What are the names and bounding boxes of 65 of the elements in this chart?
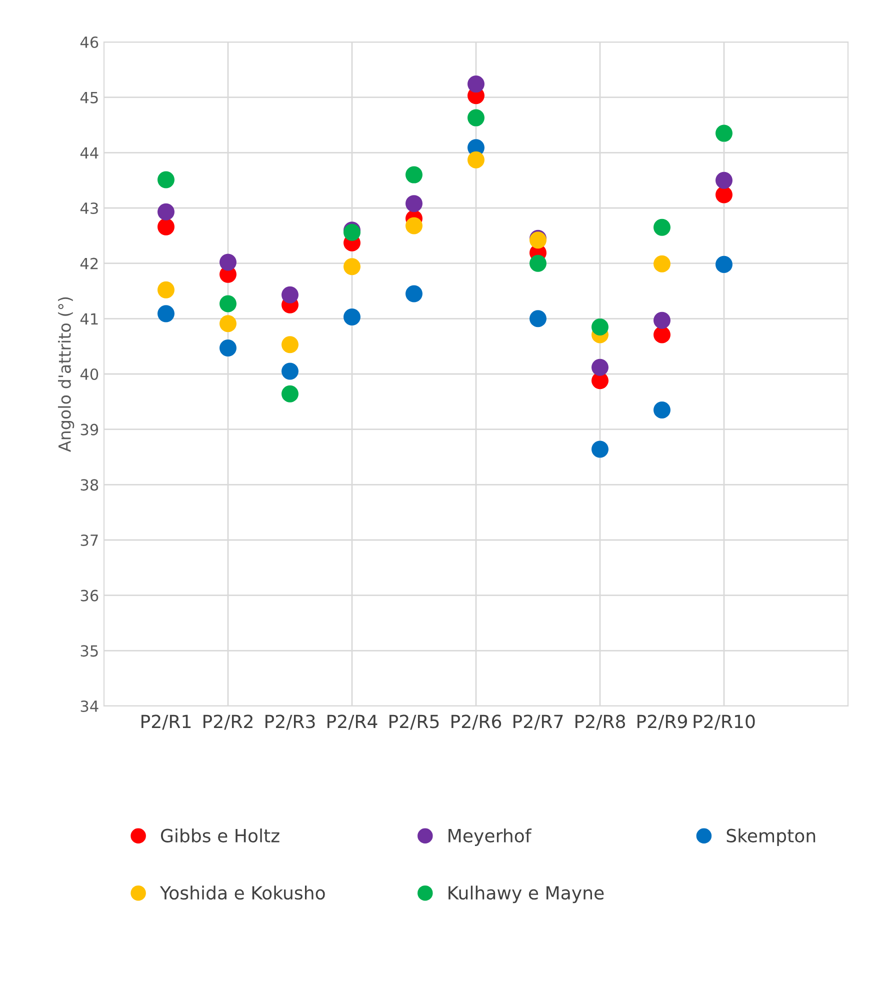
point [405, 166, 423, 184]
point [343, 308, 361, 326]
x-tick-label: P2/R9 [638, 714, 687, 730]
y-tick-label: 43 [80, 202, 98, 214]
point [219, 315, 237, 332]
legend-label: Kulhawy e Mayne [448, 886, 604, 904]
y-tick-label: 44 [80, 147, 98, 158]
point [219, 295, 237, 312]
x-tick-label: P2/R4 [328, 714, 378, 730]
point [281, 336, 299, 354]
point [715, 124, 733, 142]
x-tick-label: P2/R6 [452, 714, 502, 730]
legend-label: Yoshida e Kokusho [160, 886, 325, 900]
point [715, 256, 733, 273]
point [529, 254, 547, 272]
point [591, 318, 609, 336]
point [529, 310, 547, 328]
y-tick-label: 46 [80, 36, 98, 48]
point [157, 218, 175, 236]
point [653, 218, 671, 236]
y-tick-label: 37 [80, 534, 98, 546]
y-tick-label: 40 [80, 368, 98, 380]
legend-label: Skempton [726, 828, 816, 846]
y-tick-label: 34 [80, 700, 98, 712]
point [405, 195, 423, 212]
point [467, 76, 485, 93]
y-tick-label: 41 [80, 313, 98, 324]
point [157, 171, 175, 188]
point [653, 312, 671, 329]
point [467, 151, 485, 168]
x-tick-label: P2/R2 [204, 714, 252, 730]
x-tick-label: P2/R10 [694, 714, 755, 730]
x-tick-label: P2/R3 [266, 714, 315, 730]
y-tick-label: 45 [80, 92, 98, 104]
point [591, 440, 609, 458]
point [281, 286, 299, 304]
point [405, 285, 423, 302]
point [653, 401, 671, 418]
y-tick-label: 35 [80, 645, 98, 657]
legend-label: Gibbs e Holtz [160, 828, 280, 842]
y-tick-label: 36 [80, 590, 98, 602]
point [157, 305, 175, 322]
point [591, 358, 609, 376]
point [653, 326, 671, 344]
point [467, 109, 485, 126]
x-tick-label: P2/R5 [390, 714, 439, 730]
point [281, 362, 299, 380]
y-tick-label: 38 [80, 479, 98, 491]
y-tick-label: 42 [80, 258, 98, 270]
point [219, 339, 237, 356]
point [157, 281, 175, 298]
y-axis-title: Angolo d'attrito (°) [58, 297, 74, 452]
point [281, 385, 299, 402]
point [405, 217, 423, 234]
point [653, 255, 671, 272]
x-tick-label: P2/R7 [514, 714, 563, 730]
x-tick-label: P2/R8 [576, 714, 626, 730]
x-tick-label: P2/R1 [142, 714, 191, 730]
legend-label: Meyerhof [448, 828, 532, 846]
point [715, 186, 733, 204]
point [219, 254, 237, 271]
point [157, 203, 175, 220]
point [343, 258, 361, 276]
point [715, 172, 733, 189]
y-tick-label: 39 [80, 424, 98, 436]
